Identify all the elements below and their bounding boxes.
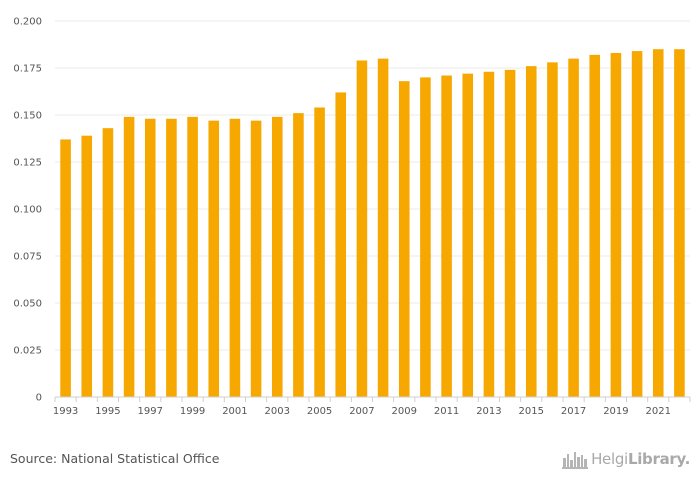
x-tick-label: 1995 <box>95 406 120 417</box>
bar-2000 <box>208 120 220 397</box>
bar-2021 <box>652 49 664 397</box>
y-tick-label: 0.150 <box>13 111 42 122</box>
bar-1997 <box>144 118 156 397</box>
y-tick-label: 0.075 <box>13 252 42 263</box>
x-axis-labels: 1993 1995 1997 1999 2001 2003 2005 2007 2009 2011… <box>53 406 671 417</box>
x-tick-label: 2019 <box>603 406 628 417</box>
bars <box>60 49 685 398</box>
y-axis-labels: 0 0.025 0.050 0.075 0.100 0.125 0.150 0.175 0.20… <box>13 17 42 404</box>
bar-1995 <box>102 128 114 397</box>
bar-2002 <box>250 120 262 397</box>
y-tick-label: 0.025 <box>13 346 42 357</box>
y-tick-label: 0.200 <box>13 17 42 28</box>
bar-2017 <box>568 58 579 397</box>
bar-2011 <box>441 75 452 398</box>
x-tick-label: 2013 <box>476 406 501 417</box>
x-tick-label: 1999 <box>180 406 205 417</box>
bar-2013 <box>483 71 495 397</box>
bar-2007 <box>356 60 368 397</box>
bar-2019 <box>610 52 622 398</box>
bar-2020 <box>631 51 643 397</box>
helgi-library-logo: HelgiLibrary. <box>562 447 690 471</box>
y-tick-label: 0.100 <box>13 205 42 216</box>
bar-2010 <box>420 77 431 398</box>
x-tick-label: 2017 <box>561 406 586 417</box>
x-tick-label: 2021 <box>646 406 671 417</box>
bar-2009 <box>398 81 410 397</box>
y-tick-label: 0.125 <box>13 158 42 169</box>
bar-2003 <box>271 116 283 397</box>
bar-1999 <box>187 116 198 397</box>
x-tick-label: 2005 <box>307 406 332 417</box>
x-tick-label: 2011 <box>434 406 459 417</box>
bar-2016 <box>547 62 558 398</box>
source-note: Source: National Statistical Office <box>10 451 220 466</box>
gridlines <box>55 20 690 351</box>
bar-2022 <box>674 49 685 397</box>
bar-2004 <box>293 113 304 398</box>
skyline-icon <box>562 452 589 469</box>
bar-2014 <box>504 69 516 397</box>
bar-1994 <box>81 135 93 397</box>
y-tick-label: 0.050 <box>13 299 42 310</box>
x-tick-label: 2003 <box>265 406 290 417</box>
y-tick-label: 0.175 <box>13 64 42 75</box>
bar-2018 <box>589 54 601 398</box>
bar-1993 <box>60 139 71 397</box>
x-tick-label: 2009 <box>392 406 417 417</box>
brand-wordmark-bold: Library. <box>627 450 690 468</box>
bar-2012 <box>462 73 474 397</box>
x-tick-label: 1993 <box>53 406 78 417</box>
x-axis-ticks <box>54 397 691 402</box>
bar-2005 <box>314 107 325 397</box>
bar-2015 <box>525 66 537 398</box>
x-tick-label: 2001 <box>222 406 247 417</box>
bar-2001 <box>229 118 241 397</box>
brand-wordmark: HelgiLibrary. <box>591 450 690 468</box>
bar-1996 <box>123 116 135 397</box>
x-tick-label: 1997 <box>138 406 163 417</box>
x-tick-label: 2007 <box>349 406 374 417</box>
y-tick-label: 0 <box>36 393 42 404</box>
bar-chart: 0 0.025 0.050 0.075 0.100 0.125 0.150 0.175 0.20… <box>13 17 691 417</box>
bar-1998 <box>166 118 177 397</box>
brand-wordmark-regular: Helgi <box>591 450 628 468</box>
bar-2006 <box>335 92 347 397</box>
bar-2008 <box>377 58 389 397</box>
x-tick-label: 2015 <box>519 406 544 417</box>
